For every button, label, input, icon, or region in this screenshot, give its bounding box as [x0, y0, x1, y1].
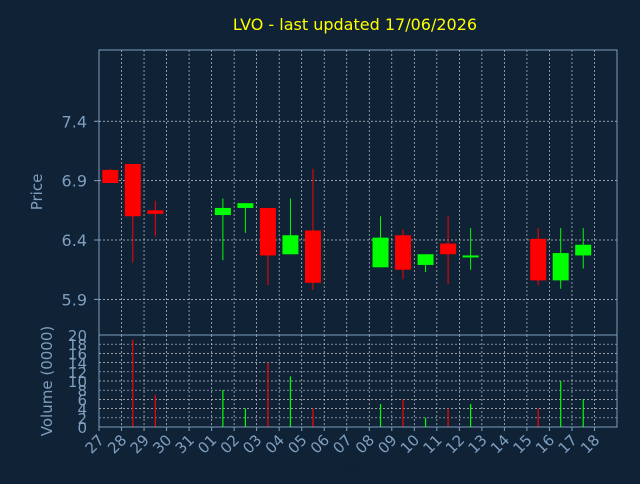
candle-body: [259, 207, 276, 256]
candle-12: [462, 228, 479, 270]
candle-body: [395, 235, 412, 270]
volume-tick-label: 16: [68, 345, 87, 363]
volume-bars: [132, 339, 584, 427]
candle-body: [214, 207, 231, 216]
volume-tick-label: 18: [68, 336, 87, 354]
volume-tick-label: 14: [68, 355, 87, 373]
candle-03: [259, 207, 276, 286]
volume-plot-frame: [98, 334, 618, 428]
candle-01: [214, 198, 231, 261]
volume-tick-label: 20: [68, 327, 87, 345]
candle-08: [372, 216, 389, 268]
price-plot-frame: [98, 49, 618, 336]
candle-body: [282, 235, 299, 255]
candle-body: [237, 203, 254, 208]
candle-body: [304, 230, 321, 283]
candle-body: [417, 254, 434, 265]
volume-axis-label: Volume (0000): [38, 326, 56, 436]
price-grid: [98, 50, 617, 335]
volume-tick-label: 0: [77, 419, 87, 437]
candle-28: [124, 164, 141, 263]
volume-tick-label: 4: [77, 401, 87, 419]
candle-10: [417, 254, 434, 273]
price-tick-label: 6.9: [62, 172, 87, 191]
price-y-ticks: 7.4 6.9 6.4 5.9: [62, 112, 99, 309]
candle-body: [530, 238, 547, 281]
x-tick-label: 18: [577, 431, 603, 457]
candle-body: [124, 164, 141, 217]
candle-05: [304, 168, 321, 290]
x-axis-ticks: 2728293031010203040506070809101112131415…: [82, 427, 603, 457]
price-tick-label: 5.9: [62, 290, 87, 309]
candle-09: [395, 229, 412, 280]
x-axis-label: Day: [333, 457, 363, 475]
chart-title: LVO - last updated 17/06/2026: [233, 15, 477, 34]
candle-body: [440, 243, 457, 255]
candle-29: [147, 200, 164, 237]
price-panel: 7.4 6.9 6.4 5.9: [62, 49, 618, 336]
candle-04: [282, 198, 299, 255]
price-tick-label: 6.4: [62, 231, 87, 250]
candle-11: [440, 216, 457, 284]
volume-tick-label: 6: [77, 391, 87, 409]
candle-body: [575, 244, 592, 256]
volume-grid: [98, 334, 617, 428]
candle-17: [575, 228, 592, 269]
volume-tick-label: 8: [77, 382, 87, 400]
candle-body: [102, 169, 119, 183]
price-axis-label: Price: [28, 174, 46, 211]
candle-body: [372, 237, 389, 268]
volume-tick-label: 10: [68, 373, 87, 391]
candle-27: [102, 168, 119, 183]
candle-body: [462, 255, 479, 258]
candle-02: [237, 203, 254, 233]
candle-15: [530, 228, 547, 286]
candle-body: [552, 253, 569, 281]
price-tick-label: 7.4: [62, 112, 87, 131]
volume-tick-label: 2: [77, 410, 87, 428]
volume-tick-label: 12: [68, 364, 87, 382]
candlesticks: [102, 164, 592, 290]
candle-body: [147, 210, 164, 214]
candle-16: [552, 228, 569, 289]
